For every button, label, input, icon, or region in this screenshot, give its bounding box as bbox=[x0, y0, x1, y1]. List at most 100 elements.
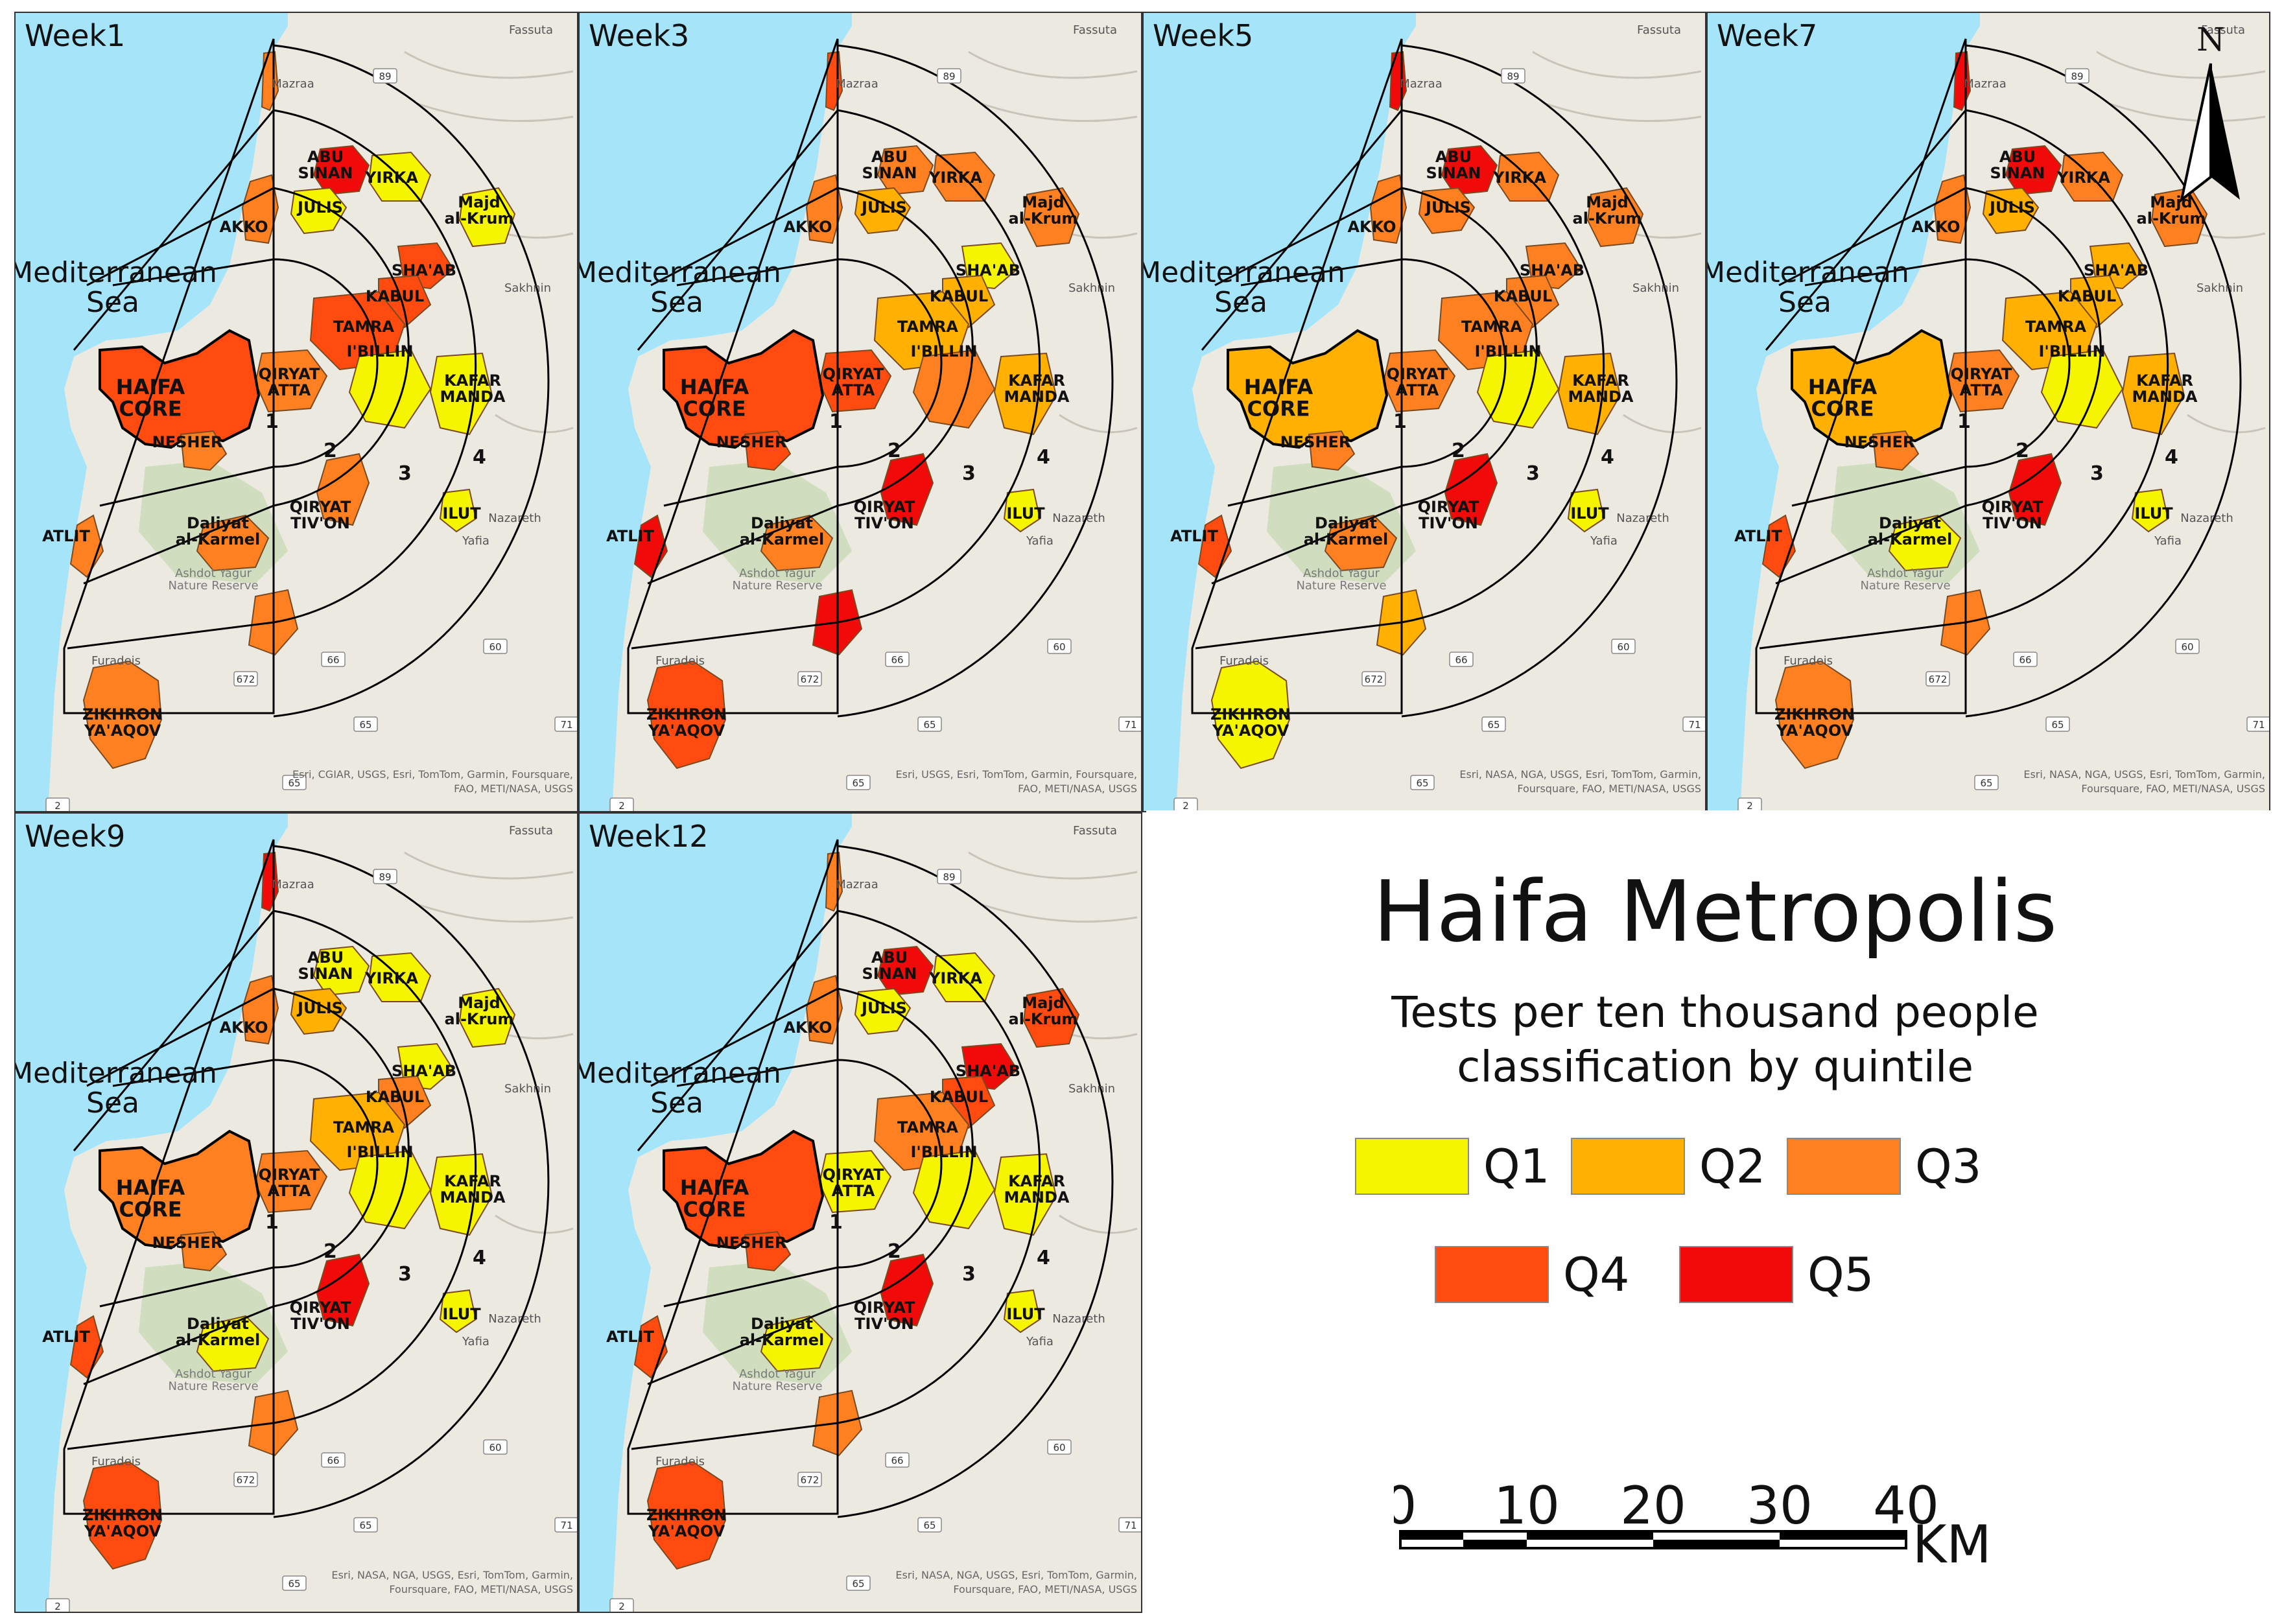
place-label-nazareth: Nazareth bbox=[488, 1312, 541, 1326]
place-label-majd: Majd al-Krum bbox=[1573, 193, 1642, 228]
road-shield: 65 bbox=[2045, 716, 2070, 732]
distance-ring-2 bbox=[1401, 187, 1538, 507]
place-label-zikhron: ZIKHRON YA'AQOV bbox=[82, 1506, 163, 1540]
distance-ring-3 bbox=[1965, 109, 2169, 624]
svg-text:71: 71 bbox=[1124, 719, 1136, 731]
place-label-qiryat-tivon: QIRYAT TIV'ON bbox=[854, 498, 915, 532]
place-label-abu-sinan: ABU SINAN bbox=[862, 148, 917, 182]
attribution-line2: Foursquare, FAO, METI/NASA, USGS bbox=[2081, 783, 2265, 795]
place-label-atlit: ATLIT bbox=[1734, 527, 1782, 545]
road-shield: 66 bbox=[321, 652, 346, 667]
place-label-zikhron: ZIKHRON YA'AQOV bbox=[82, 705, 163, 740]
place-label-akko: AKKO bbox=[219, 218, 268, 236]
road-shield: 65 bbox=[846, 1575, 871, 1591]
place-label-reserve: Ashdot Yagur Nature Reserve bbox=[732, 567, 822, 593]
svg-text:65: 65 bbox=[1980, 777, 1992, 789]
region-haifa bbox=[99, 329, 261, 449]
distance-ring-2 bbox=[1965, 187, 2102, 507]
road-shield: 65 bbox=[846, 775, 871, 790]
road-shield: 66 bbox=[885, 652, 910, 667]
svg-text:65: 65 bbox=[852, 1578, 864, 1590]
place-label-zikhron: ZIKHRON YA'AQOV bbox=[646, 705, 727, 740]
ring-label-1: 1 bbox=[265, 1211, 279, 1234]
region-nesher bbox=[744, 1230, 792, 1272]
distance-ring-1 bbox=[1965, 258, 2071, 468]
scale-tick-40: 40 bbox=[1873, 1476, 1939, 1536]
ring-label-4: 4 bbox=[1037, 1247, 1050, 1269]
place-label-daliyat: Daliyat al-Karmel bbox=[740, 1315, 825, 1349]
map-canvas: 1 2 3 4 89 672 66 65 60 71 2 65 Mediterranean Sea HAIF… bbox=[16, 13, 577, 811]
place-label-ilut: ILUT bbox=[1570, 504, 1609, 523]
svg-text:672: 672 bbox=[237, 1474, 255, 1486]
place-label-haifa-core: HAIFA CORE bbox=[116, 375, 185, 421]
road-shield: 60 bbox=[2175, 639, 2200, 654]
place-label-abu-sinan: ABU SINAN bbox=[1426, 148, 1481, 182]
attribution-line1: Esri, NASA, NGA, USGS, Esri, TomTom, Gar… bbox=[2023, 768, 2265, 781]
place-label-atlit: ATLIT bbox=[42, 527, 90, 545]
svg-text:65: 65 bbox=[359, 719, 371, 731]
attribution-line2: FAO, METI/NASA, USGS bbox=[454, 783, 573, 795]
road-shield: 60 bbox=[483, 639, 508, 654]
place-label-majd: Majd al-Krum bbox=[445, 994, 514, 1028]
road-shield: 2 bbox=[45, 1598, 70, 1612]
place-label-sea: Mediterranean Sea bbox=[580, 256, 781, 319]
place-label-ibillin: I'BILLIN bbox=[346, 342, 413, 360]
road-shield: 672 bbox=[233, 671, 258, 687]
road-shield: 65 bbox=[282, 1575, 307, 1591]
road-shield: 89 bbox=[373, 869, 397, 884]
place-label-atlit: ATLIT bbox=[1170, 527, 1218, 545]
road-shield: 66 bbox=[1449, 652, 1474, 667]
region-ilut bbox=[2131, 488, 2169, 533]
legend-area: Haifa Metropolis Tests per ten thousand … bbox=[1146, 810, 2284, 1624]
road-shield: 65 bbox=[353, 1517, 378, 1533]
place-label-shaab: SHA'AB bbox=[392, 261, 456, 279]
road-shield: 89 bbox=[1501, 68, 1525, 84]
region-tivon bbox=[880, 453, 934, 526]
place-label-nazareth: Nazareth bbox=[1052, 512, 1105, 525]
svg-text:65: 65 bbox=[288, 777, 300, 789]
svg-text:66: 66 bbox=[2019, 654, 2031, 666]
distance-ring-4 bbox=[1965, 44, 2242, 718]
place-label-mazraa: Mazraa bbox=[272, 77, 314, 91]
panel-title: Week3 bbox=[589, 18, 690, 53]
place-label-akko: AKKO bbox=[1347, 218, 1396, 236]
place-label-yirka: YIRKA bbox=[364, 169, 418, 187]
place-label-reserve: Ashdot Yagur Nature Reserve bbox=[168, 567, 258, 593]
place-label-mazraa: Mazraa bbox=[272, 878, 314, 891]
place-label-haifa-core: HAIFA CORE bbox=[116, 1175, 185, 1222]
road-shield: 672 bbox=[797, 1472, 822, 1487]
attribution-line1: Esri, USGS, Esri, TomTom, Garmin, Foursq… bbox=[896, 768, 1137, 781]
place-label-abu-sinan: ABU SINAN bbox=[298, 948, 353, 983]
place-label-zikhron: ZIKHRON YA'AQOV bbox=[1774, 705, 1855, 740]
region-ibillin bbox=[912, 349, 996, 429]
distance-ring-1 bbox=[273, 258, 379, 468]
place-label-qiryat-atta: QIRYAT ATTA bbox=[823, 365, 884, 399]
svg-text:60: 60 bbox=[489, 1442, 501, 1453]
ring-label-1: 1 bbox=[1957, 410, 1971, 433]
distance-ring-2 bbox=[273, 187, 410, 507]
ring-label-4: 4 bbox=[473, 446, 486, 469]
scale-tick-0: 0 bbox=[1394, 1476, 1417, 1536]
place-label-haifa-core: HAIFA CORE bbox=[680, 375, 749, 421]
place-label-daliyat: Daliyat al-Karmel bbox=[740, 514, 825, 548]
place-label-fassuta: Fassuta bbox=[1073, 824, 1117, 838]
place-label-nesher: NESHER bbox=[152, 1234, 223, 1252]
svg-text:60: 60 bbox=[2181, 641, 2193, 653]
region-kafar bbox=[1557, 352, 1621, 436]
place-label-ibillin: I'BILLIN bbox=[1474, 342, 1541, 360]
svg-text:60: 60 bbox=[1053, 641, 1065, 653]
attribution-line2: Foursquare, FAO, METI/NASA, USGS bbox=[389, 1583, 573, 1595]
place-label-yirka: YIRKA bbox=[2056, 169, 2110, 187]
svg-text:60: 60 bbox=[1053, 1442, 1065, 1453]
panel-title: Week5 bbox=[1153, 18, 1254, 53]
svg-text:66: 66 bbox=[327, 1455, 339, 1466]
region-kafar bbox=[429, 1153, 493, 1236]
place-label-atlit: ATLIT bbox=[606, 527, 654, 545]
region-ibillin bbox=[912, 1149, 996, 1230]
region-majd bbox=[1022, 187, 1080, 248]
svg-text:71: 71 bbox=[560, 1520, 572, 1531]
region-julis bbox=[1418, 187, 1476, 235]
panel-title: Week1 bbox=[25, 18, 126, 53]
svg-text:2: 2 bbox=[618, 800, 625, 812]
road-shield: 71 bbox=[1118, 1517, 1141, 1533]
